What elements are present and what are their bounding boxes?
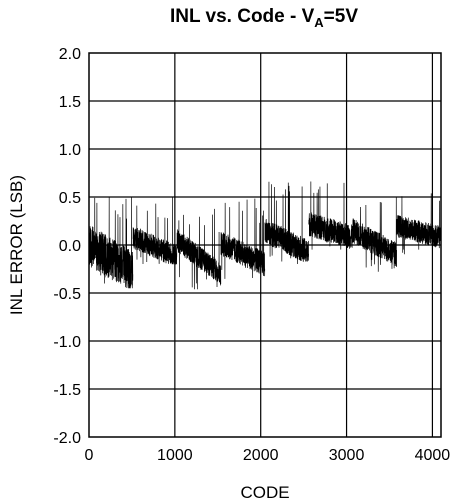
inl-series-segment-7 (352, 196, 397, 272)
x-axis-label: CODE (240, 483, 289, 502)
x-tick-label: 0 (85, 447, 94, 464)
plot-frame (88, 52, 442, 438)
inl-series-segment-6 (308, 181, 354, 250)
chart-title-subscript: A (314, 15, 324, 30)
chart-title-suffix: =5V (324, 6, 359, 27)
x-tick-label: 1000 (157, 447, 193, 464)
y-tick-label: -2.0 (53, 430, 81, 447)
inl-series-segment-1 (88, 197, 134, 289)
x-tick-label: 2000 (243, 447, 279, 464)
y-tick-label: 2.0 (59, 46, 81, 63)
inl-series-segment-3 (176, 208, 222, 290)
chart-title-main: INL vs. Code - V (170, 6, 315, 27)
x-tick-label: 4000 (415, 447, 451, 464)
y-tick-label: -1.0 (53, 334, 81, 351)
inl-series-segment-5 (264, 181, 310, 265)
y-axis-ticks: 2.0 1.5 1.0 0.5 0.0 -0.5 -1.0 -1.5 -2.0 (53, 46, 81, 447)
inl-series-segment-2 (132, 197, 178, 265)
y-tick-label: 0.0 (59, 238, 81, 255)
y-axis-label: INL ERROR (LSB) (7, 175, 26, 315)
plot-area (88, 181, 441, 290)
inl-series-segment-4 (220, 198, 266, 279)
y-tick-label: -1.5 (53, 382, 81, 399)
inl-series-segment-8 (396, 193, 441, 255)
y-tick-label: 1.5 (59, 94, 81, 111)
chart-title: INL vs. Code - VA=5V (170, 6, 358, 30)
y-tick-label: 0.5 (59, 190, 81, 207)
y-tick-label: -0.5 (53, 286, 81, 303)
x-tick-label: 3000 (329, 447, 365, 464)
x-axis-ticks: 0 1000 2000 3000 4000 (85, 447, 451, 464)
plot-border (88, 52, 442, 438)
y-tick-label: 1.0 (59, 142, 81, 159)
